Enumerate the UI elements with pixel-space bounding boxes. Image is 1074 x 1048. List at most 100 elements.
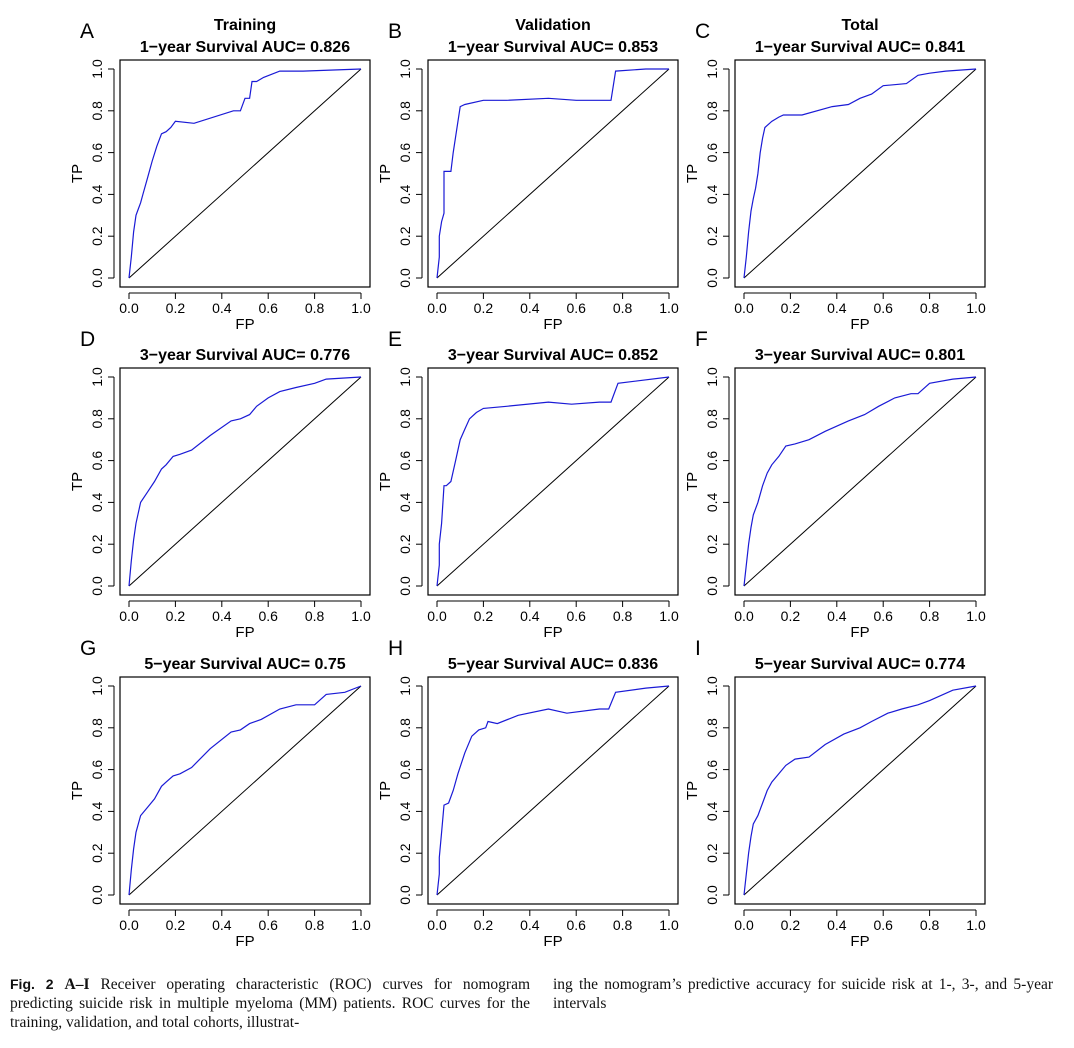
figure-caption-right: ing the nomogram’s predictive accuracy f…	[553, 975, 1053, 1013]
chart-title: 3−year Survival AUC= 0.776	[140, 347, 350, 364]
y-tick-label: 0.4	[397, 492, 413, 512]
x-tick-label: 0.8	[613, 300, 633, 316]
chart-title: 1−year Survival AUC= 0.853	[448, 39, 658, 56]
plot-frame	[119, 676, 371, 905]
x-tick-label: 0.6	[258, 608, 278, 624]
y-tick-label: 0.0	[397, 885, 413, 905]
roc-panel-e: E 3−year Survival AUC= 0.852 0.0 0.2 0.4 0.6 0…	[377, 328, 679, 641]
panel-range: A–I	[64, 976, 90, 993]
panel-letter: F	[695, 328, 708, 351]
x-tick-label: 0.4	[827, 917, 847, 933]
roc-curve	[128, 68, 362, 279]
x-axis-label: FP	[543, 624, 562, 641]
roc-curve	[436, 376, 670, 587]
x-tick-label: 0.4	[520, 917, 540, 933]
roc-curve	[436, 68, 669, 279]
x-tick-label: 0.4	[520, 300, 540, 316]
y-tick-label: 0.2	[704, 843, 720, 863]
plot-frame	[119, 367, 371, 596]
y-axis-label: TP	[684, 781, 701, 800]
chart-title: 3−year Survival AUC= 0.852	[448, 347, 658, 364]
y-tick-label: 0.0	[89, 268, 105, 288]
y-tick-label: 1.0	[397, 367, 413, 387]
x-tick-label: 0.6	[873, 300, 893, 316]
roc-panel-b: B Validation 1−year Survival AUC= 0.853 0.0…	[377, 17, 679, 333]
plot-frame	[734, 676, 986, 905]
y-tick-label: 0.6	[704, 760, 720, 780]
x-tick-label: 0.0	[119, 917, 139, 933]
diagonal-reference-line	[128, 68, 362, 279]
chart-title: 1−year Survival AUC= 0.841	[755, 39, 965, 56]
y-tick-label: 0.6	[704, 451, 720, 471]
roc-curve	[743, 68, 977, 279]
x-tick-label: 0.4	[212, 608, 232, 624]
plot-frame	[427, 367, 679, 596]
panel-letter: C	[695, 20, 710, 43]
x-tick-label: 0.2	[474, 300, 494, 316]
panel-letter: E	[388, 328, 402, 351]
figure-caption-left: Fig. 2 A–I Receiver operating characteri…	[10, 975, 530, 1032]
x-tick-label: 0.8	[920, 917, 940, 933]
x-tick-label: 1.0	[659, 300, 679, 316]
y-tick-label: 1.0	[89, 59, 105, 79]
y-tick-label: 0.2	[89, 843, 105, 863]
x-tick-label: 0.0	[119, 608, 139, 624]
panel-letter: I	[695, 637, 701, 660]
y-tick-label: 0.4	[397, 801, 413, 821]
plot-frame	[427, 59, 679, 288]
y-tick-label: 0.4	[704, 184, 720, 204]
x-tick-label: 0.2	[166, 300, 186, 316]
column-title: Total	[841, 17, 878, 34]
y-tick-label: 0.6	[704, 143, 720, 163]
x-tick-label: 1.0	[659, 608, 679, 624]
roc-panel-h: H 5−year Survival AUC= 0.836 0.0 0.2 0.4 0.6 0…	[377, 637, 679, 950]
x-tick-label: 0.2	[781, 608, 801, 624]
y-tick-label: 1.0	[704, 59, 720, 79]
chart-title: 5−year Survival AUC= 0.75	[144, 656, 345, 673]
x-tick-label: 0.6	[258, 917, 278, 933]
x-tick-label: 0.8	[920, 608, 940, 624]
x-tick-label: 0.6	[873, 608, 893, 624]
panel-letter: A	[80, 20, 94, 43]
roc-figure: A Training 1−year Survival AUC= 0.826 0.0 0.…	[69, 17, 986, 950]
y-tick-label: 1.0	[397, 59, 413, 79]
caption-right-text: ing the nomogram’s predictive accuracy f…	[553, 976, 1053, 1012]
y-tick-label: 0.2	[397, 534, 413, 554]
y-tick-label: 0.8	[704, 718, 720, 738]
x-axis-label: FP	[235, 316, 254, 333]
y-tick-label: 0.4	[704, 801, 720, 821]
y-tick-label: 0.0	[397, 268, 413, 288]
panel-letter: B	[388, 20, 402, 43]
y-tick-label: 0.0	[397, 576, 413, 596]
y-tick-label: 0.4	[704, 492, 720, 512]
x-tick-label: 1.0	[351, 917, 371, 933]
y-tick-label: 0.6	[397, 760, 413, 780]
x-tick-label: 0.4	[827, 300, 847, 316]
roc-curve	[743, 685, 977, 896]
x-axis-label: FP	[850, 933, 869, 950]
y-tick-label: 0.8	[89, 101, 105, 121]
x-tick-label: 0.8	[305, 917, 325, 933]
x-tick-label: 0.0	[427, 608, 447, 624]
y-tick-label: 0.2	[704, 534, 720, 554]
x-tick-label: 0.8	[305, 608, 325, 624]
y-axis-label: TP	[69, 164, 86, 183]
x-axis-label: FP	[850, 624, 869, 641]
x-axis-label: FP	[543, 933, 562, 950]
diagonal-reference-line	[436, 685, 670, 896]
y-tick-label: 0.6	[89, 760, 105, 780]
y-axis-label: TP	[684, 164, 701, 183]
x-tick-label: 0.8	[613, 608, 633, 624]
y-tick-label: 0.4	[89, 801, 105, 821]
y-axis-label: TP	[377, 472, 394, 491]
y-tick-label: 0.4	[397, 184, 413, 204]
y-tick-label: 0.2	[89, 534, 105, 554]
x-tick-label: 1.0	[351, 300, 371, 316]
roc-panel-g: G 5−year Survival AUC= 0.75 0.0 0.2 0.4 0.6 0.…	[69, 637, 371, 950]
y-tick-label: 1.0	[89, 367, 105, 387]
roc-curve	[436, 685, 670, 896]
x-tick-label: 0.8	[305, 300, 325, 316]
x-tick-label: 0.8	[613, 917, 633, 933]
diagonal-reference-line	[743, 685, 977, 896]
roc-panel-c: C Total 1−year Survival AUC= 0.841 0.0 0.2 0.…	[684, 17, 986, 333]
